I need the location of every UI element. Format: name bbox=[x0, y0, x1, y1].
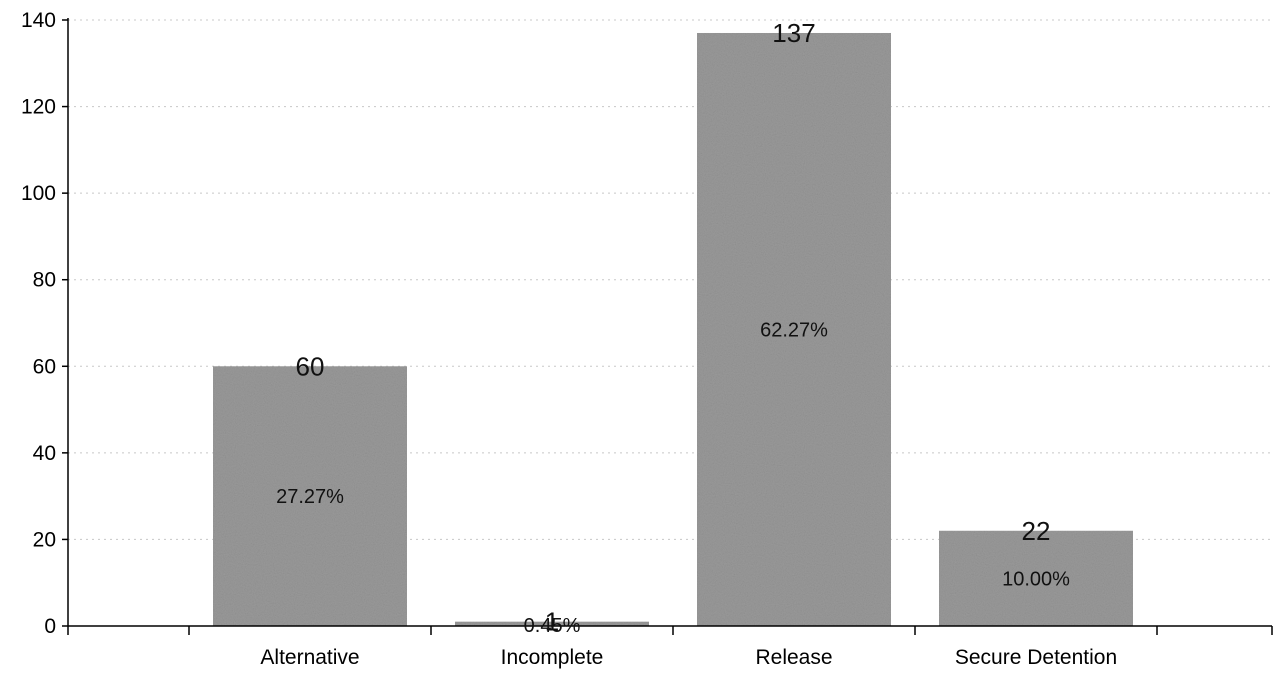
axes bbox=[62, 18, 1273, 635]
percent-label: 10.00% bbox=[1002, 568, 1070, 590]
bars bbox=[213, 32, 1133, 626]
gridlines bbox=[68, 19, 1272, 540]
value-label: 137 bbox=[772, 18, 815, 48]
y-tick-label: 80 bbox=[33, 269, 56, 292]
x-category-label: Release bbox=[755, 646, 832, 669]
x-category-label: Secure Detention bbox=[955, 646, 1117, 669]
y-tick-label: 100 bbox=[21, 182, 56, 205]
percent-label: 0.45% bbox=[524, 615, 581, 637]
value-label: 60 bbox=[296, 351, 325, 381]
y-tick-label: 140 bbox=[21, 9, 56, 32]
y-tick-label: 60 bbox=[33, 355, 56, 378]
bar-release bbox=[697, 32, 891, 626]
x-category-label: Incomplete bbox=[501, 646, 604, 669]
y-tick-label: 0 bbox=[44, 615, 56, 638]
value-label: 1 bbox=[545, 607, 559, 637]
bar-alternative bbox=[213, 366, 407, 626]
y-tick-label: 120 bbox=[21, 96, 56, 119]
y-tick-label: 40 bbox=[33, 442, 56, 465]
value-label: 22 bbox=[1022, 516, 1051, 546]
bar-secure-detention bbox=[939, 530, 1133, 626]
percent-label: 27.27% bbox=[276, 486, 344, 508]
x-category-label: Alternative bbox=[260, 646, 359, 669]
labels: 0 20 40 60 80 100 120 140 60 27.27% Alternative 10.… bbox=[21, 9, 1117, 669]
percent-label: 62.27% bbox=[760, 319, 828, 341]
y-tick-label: 20 bbox=[33, 528, 56, 551]
bar-incomplete bbox=[455, 621, 649, 626]
